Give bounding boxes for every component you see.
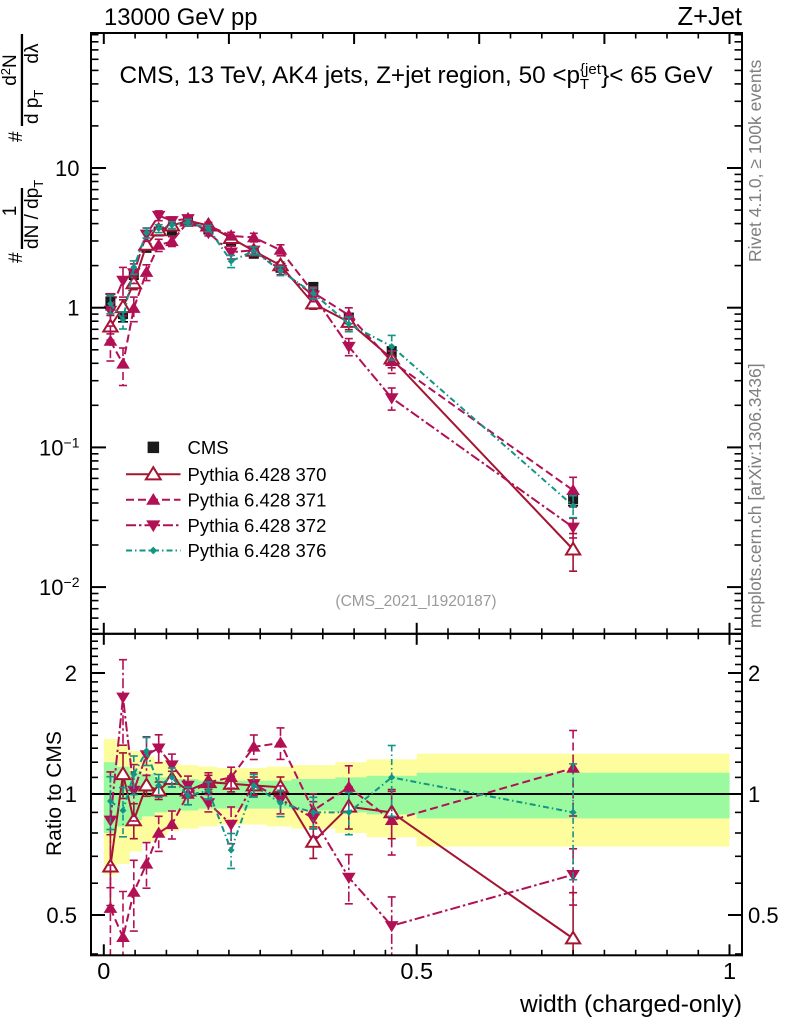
svg-text:width (charged-only): width (charged-only) [519, 991, 742, 1018]
svg-text:1: 1 [65, 782, 77, 807]
svg-text:10: 10 [55, 156, 79, 181]
svg-text:0: 0 [97, 958, 110, 984]
svg-text:1: 1 [0, 206, 21, 217]
svg-text:0.5: 0.5 [46, 903, 77, 928]
svg-text:(CMS_2021_I1920187): (CMS_2021_I1920187) [335, 593, 496, 610]
svg-text:Pythia 6.428 371: Pythia 6.428 371 [188, 489, 327, 510]
svg-text:Pythia 6.428 376: Pythia 6.428 376 [188, 540, 327, 561]
svg-text:#: # [6, 131, 27, 142]
svg-text:CMS: CMS [188, 437, 229, 458]
svg-text:1: 1 [748, 782, 760, 807]
svg-text:0.5: 0.5 [748, 903, 779, 928]
svg-text:2: 2 [65, 661, 77, 686]
svg-text:1: 1 [67, 296, 79, 321]
svg-text:Z+Jet: Z+Jet [678, 3, 743, 31]
svg-text:Pythia 6.428 370: Pythia 6.428 370 [188, 464, 327, 485]
svg-text:mcplots.cern.ch [arXiv:1306.34: mcplots.cern.ch [arXiv:1306.3436] [745, 363, 765, 628]
svg-text:d2N: d2N [0, 54, 21, 86]
svg-text:Rivet 4.1.0, ≥ 100k events: Rivet 4.1.0, ≥ 100k events [745, 60, 765, 262]
svg-text:#: # [6, 252, 27, 263]
svg-text:Pythia 6.428 372: Pythia 6.428 372 [188, 515, 327, 536]
svg-text:13000 GeV pp: 13000 GeV pp [104, 4, 257, 31]
svg-text:Ratio to CMS: Ratio to CMS [43, 731, 66, 856]
svg-text:2: 2 [748, 661, 760, 686]
svg-text:0.5: 0.5 [400, 958, 433, 984]
svg-text:CMS, 13 TeV, AK4 jets, Z+jet r: CMS, 13 TeV, AK4 jets, Z+jet region, 50 … [119, 61, 713, 93]
svg-text:dN / dpT: dN / dpT [22, 180, 46, 249]
svg-text:1: 1 [723, 958, 736, 984]
